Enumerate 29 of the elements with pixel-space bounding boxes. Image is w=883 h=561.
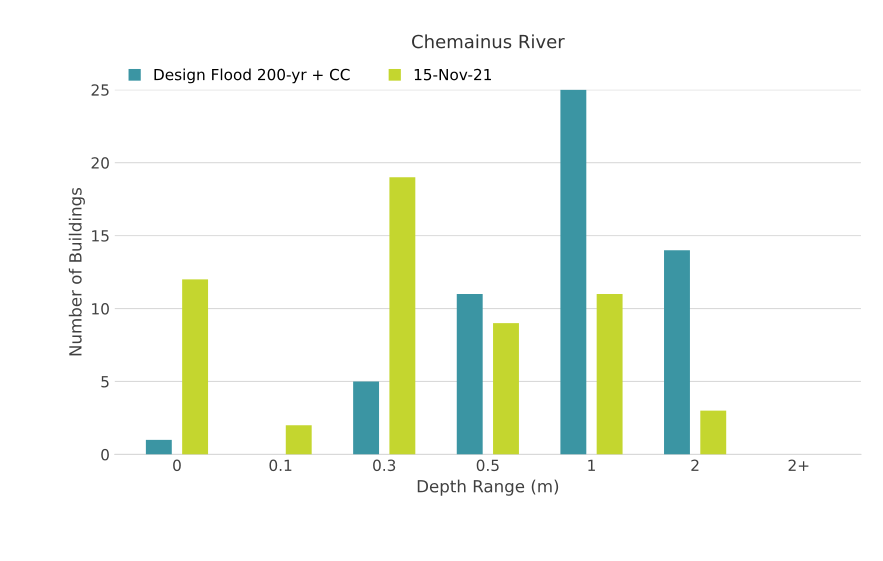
bar: [664, 250, 690, 454]
x-tick-label: 0.3: [373, 460, 396, 472]
bar: [700, 410, 726, 454]
y-axis-title: Number of Buildings: [68, 188, 85, 356]
bar: [286, 425, 312, 454]
y-tick-label: 25: [92, 84, 109, 96]
bar: [596, 294, 623, 454]
x-tick-label: 0.1: [269, 460, 292, 472]
x-axis-title: Depth Range (m): [418, 480, 558, 496]
x-tick-label: 0.5: [476, 460, 499, 472]
bar: [560, 90, 586, 454]
y-tick-label: 20: [92, 157, 109, 169]
bar: [182, 279, 208, 454]
legend-label: Design Flood 200-yr + CC: [154, 68, 350, 84]
y-tick-label: 10: [92, 303, 109, 315]
bar: [493, 323, 519, 454]
bar: [389, 177, 416, 454]
bar: [146, 440, 172, 454]
bar: [353, 381, 380, 454]
x-tick-label: 1: [588, 460, 595, 471]
y-tick-label: 15: [92, 230, 109, 242]
x-tick-label: 2: [691, 460, 698, 471]
chart-title: Chemainus River: [412, 34, 565, 48]
x-tick-label: 0: [173, 460, 181, 472]
x-tick-label: 2+: [788, 460, 808, 471]
y-tick-label: 5: [101, 376, 109, 388]
bar: [456, 294, 483, 454]
legend-label: 15-Nov-21: [414, 68, 491, 80]
y-tick-label: 0: [101, 448, 109, 460]
